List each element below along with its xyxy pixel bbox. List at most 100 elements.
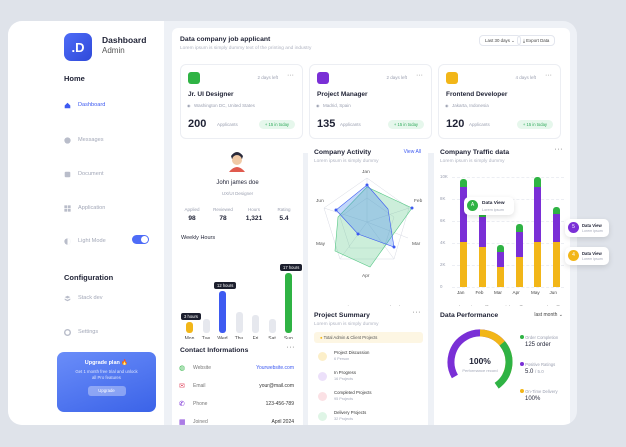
joined-value: April 2024: [271, 419, 294, 425]
radar-axis-mar: Mar: [412, 242, 421, 247]
job-location: Jakarta, Indonesia: [445, 103, 489, 108]
performance-range-select[interactable]: last month ⌄: [534, 312, 563, 318]
export-label: Export Data: [526, 38, 550, 43]
applicant-count: 120: [446, 118, 465, 130]
traffic-bar-jun-2: [552, 207, 560, 214]
project-banner-label: Total Admin & Client Projects: [323, 335, 378, 340]
job-card-jr-ui-designer[interactable]: 2 days left ··· Jr. UI Designer Washingt…: [180, 64, 303, 139]
upgrade-title: Upgrade plan 🔥: [84, 360, 129, 366]
sidebar-item-dashboard[interactable]: Dashboard: [64, 99, 105, 111]
home-heading: Home: [64, 74, 85, 83]
export-data-button[interactable]: ⤓ Export Data: [517, 35, 556, 46]
sidebar-item-document[interactable]: Document: [64, 168, 104, 180]
project-row-title: In Progress: [334, 370, 356, 375]
float-label: Data View: [582, 251, 602, 256]
sidebar-item-label: Dashboard: [78, 102, 106, 108]
grid-icon: [64, 204, 71, 212]
sidebar-item-messages[interactable]: Messages: [64, 134, 104, 146]
traffic-gridline: [452, 177, 564, 178]
chevron-down-icon: ⌄: [558, 312, 563, 318]
traffic-bar-apr-1: [515, 232, 523, 257]
weekly-hours-tag: 3 hours: [181, 313, 201, 321]
sidebar: .D Dashboard Admin Home Dashboard Messag…: [8, 21, 164, 425]
contact-label: Email: [193, 383, 206, 389]
days-left: 2 days left: [386, 75, 407, 80]
project-banner: ● Total Admin & Client Projects: [314, 332, 423, 343]
sidebar-item-label: Application: [78, 205, 106, 211]
tooltip-label: Data View: [482, 201, 505, 206]
traffic-bar-mar-1: [497, 252, 504, 267]
view-all-link[interactable]: View All: [403, 149, 421, 155]
contact-label: Website: [193, 365, 211, 371]
job-title: Project Manager: [317, 91, 368, 98]
more-options-icon[interactable]: ···: [287, 72, 294, 79]
job-card-frontend-developer[interactable]: 4 days left ··· Frontend Developer Jakar…: [438, 64, 561, 139]
weekly-bar-wed: [219, 290, 226, 333]
more-options-icon[interactable]: ···: [545, 72, 552, 79]
project-row-completed: Completed Projects 95 Projects: [314, 388, 423, 405]
calendar-icon: ▦: [179, 419, 186, 425]
more-options-icon[interactable]: ···: [554, 146, 563, 153]
traffic-x-tick: Jan: [457, 290, 465, 295]
perf-item-delivery: On-Time Delivery 100%: [520, 389, 568, 402]
sidebar-item-stack-dev[interactable]: Stack dev: [64, 292, 103, 304]
stat-label: Hours: [247, 207, 260, 212]
profile-name: John james doe: [216, 180, 259, 186]
traffic-x-tick: May: [531, 290, 540, 295]
radar-axis-jan: Jan: [362, 170, 370, 175]
message-icon: [64, 136, 71, 144]
upgrade-button[interactable]: Upgrade: [87, 385, 126, 396]
applicants-label: Applicants: [340, 122, 361, 127]
sidebar-item-label: Light Mode: [78, 238, 106, 244]
perf-label: On-Time Delivery: [525, 389, 558, 394]
perf-item-orders: Order Completion 125 order: [520, 335, 568, 348]
project-row-title: Completed Projects: [334, 390, 372, 395]
weekly-hours-title: Weekly Hours: [181, 235, 216, 241]
date-range-label: Last 30 days: [485, 38, 510, 43]
contact-row-website: ◍ Website Yourwebsite.com: [172, 362, 302, 374]
radar-axis-apr: Apr: [362, 274, 370, 279]
applicants-label: Applicants: [217, 122, 238, 127]
website-link[interactable]: Yourwebsite.com: [256, 365, 294, 371]
contact-row-joined: ▦ Joined April 2024: [172, 416, 302, 425]
radar-grid: [323, 177, 410, 260]
job-location: Madrid, Spain: [316, 103, 351, 108]
sidebar-item-application[interactable]: Application: [64, 202, 105, 214]
project-row-in-progress: In Progress 16 Projects: [314, 368, 423, 385]
more-options-icon[interactable]: ···: [286, 344, 295, 351]
date-range-select[interactable]: Last 30 days ⌄: [479, 35, 521, 46]
email-value: your@mail.com: [259, 383, 294, 389]
briefcase-icon: [188, 72, 200, 84]
weekly-hours-tag: 17 hours: [280, 264, 303, 271]
job-card-project-manager[interactable]: 2 days left ··· Project Manager Madrid, …: [309, 64, 432, 139]
traffic-bar-jan-2: [460, 179, 467, 187]
stat-label: Rating: [277, 207, 291, 212]
project-row-title: Project Discussion: [334, 350, 370, 355]
traffic-bar-jan-0: [460, 242, 467, 287]
job-title: Frontend Developer: [446, 91, 508, 98]
donut-center-label: Performance record: [462, 368, 498, 373]
home-icon: [64, 102, 71, 108]
completed-icon: [318, 392, 327, 401]
floating-data-card-1: 5 Data View Lorem ipsum: [565, 219, 609, 237]
traffic-y-tick: 2K: [440, 262, 446, 267]
activity-subtitle: Lorem ipsum is simply dummy: [314, 159, 379, 164]
performance-range-label: last month: [534, 312, 558, 318]
traffic-y-tick: 0: [440, 284, 443, 289]
more-options-icon[interactable]: ···: [412, 309, 421, 316]
stat-hours: Hours 1,321: [242, 207, 266, 222]
config-heading: Configuration: [64, 273, 114, 282]
weekly-hours-tag: 12 hours: [214, 281, 237, 289]
traffic-bar-feb-0: [478, 247, 486, 287]
light-mode-toggle[interactable]: [132, 235, 149, 244]
upgrade-card: Upgrade plan 🔥 Get 1 month free trial an…: [57, 352, 156, 412]
stat-value: 1,321: [245, 215, 263, 222]
sidebar-item-settings[interactable]: Settings: [64, 326, 98, 338]
more-options-icon[interactable]: ···: [416, 72, 423, 79]
contact-label: Phone: [193, 401, 208, 407]
stat-value: 98: [188, 215, 196, 222]
today-badge: + 15 in today: [387, 120, 424, 129]
sidebar-item-label: Settings: [78, 329, 99, 335]
traffic-bar-jun-0: [552, 242, 560, 287]
project-subtitle: Lorem ipsum is simply dummy: [314, 322, 379, 327]
